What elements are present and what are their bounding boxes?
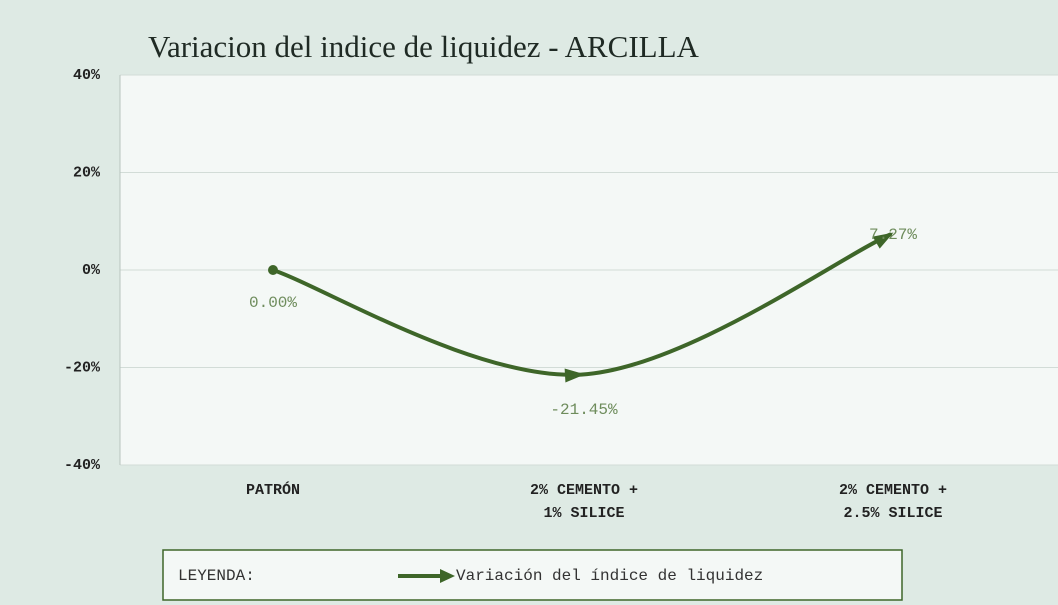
x-tick-label: PATRÓN — [246, 481, 300, 499]
legend-title: LEYENDA: — [178, 567, 255, 585]
data-label: -21.45% — [550, 401, 618, 419]
arrowhead — [564, 368, 585, 383]
start-point — [268, 265, 278, 275]
x-tick-label: 2% CEMENTO + — [839, 482, 947, 499]
data-label: 0.00% — [249, 294, 297, 312]
chart-title: Variacion del indice de liquidez - ARCIL… — [148, 29, 700, 64]
legend-label: Variación del índice de liquidez — [456, 567, 763, 585]
y-tick-label: -40% — [64, 457, 101, 474]
x-tick-label: 1% SILICE — [543, 505, 624, 522]
legend-arrowhead — [440, 569, 455, 583]
x-tick-label: 2% CEMENTO + — [530, 482, 638, 499]
data-label: 7.27% — [869, 226, 917, 244]
legend-box — [162, 549, 903, 601]
y-tick-label: -20% — [64, 359, 101, 376]
x-tick-label: 2.5% SILICE — [843, 505, 942, 522]
y-tick-label: 40% — [73, 67, 101, 84]
y-tick-label: 20% — [73, 164, 101, 181]
y-tick-label: 0% — [82, 262, 101, 279]
arrowhead — [872, 232, 894, 249]
